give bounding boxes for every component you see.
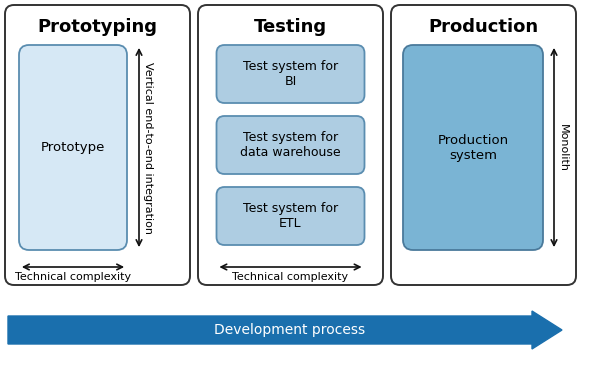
FancyBboxPatch shape [19,45,127,250]
Text: Monolith: Monolith [558,123,568,172]
Text: Technical complexity: Technical complexity [15,272,131,282]
Text: Development process: Development process [214,323,365,337]
FancyBboxPatch shape [5,5,190,285]
FancyBboxPatch shape [217,187,365,245]
FancyBboxPatch shape [391,5,576,285]
Text: Prototype: Prototype [41,141,105,154]
FancyBboxPatch shape [198,5,383,285]
FancyArrow shape [8,311,562,349]
Text: Test system for
BI: Test system for BI [243,60,338,88]
Text: Testing: Testing [254,18,327,36]
FancyBboxPatch shape [217,45,365,103]
Text: Production
system: Production system [437,134,509,161]
FancyBboxPatch shape [403,45,543,250]
Text: Production: Production [428,18,539,36]
Text: Vertical end-to-end integration: Vertical end-to-end integration [143,61,153,234]
Text: Prototyping: Prototyping [37,18,157,36]
Text: Technical complexity: Technical complexity [232,272,349,282]
Text: Test system for
data warehouse: Test system for data warehouse [240,131,341,159]
FancyBboxPatch shape [217,116,365,174]
Text: Test system for
ETL: Test system for ETL [243,202,338,230]
